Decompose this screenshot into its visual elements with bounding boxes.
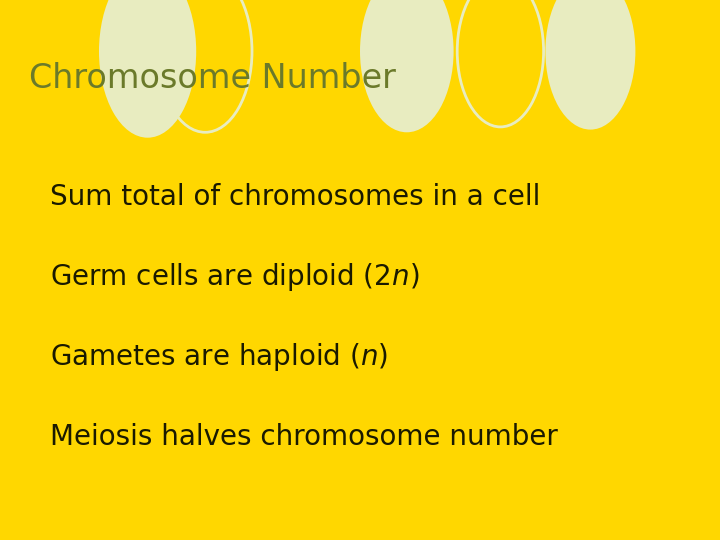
Text: Meiosis halves chromosome number: Meiosis halves chromosome number bbox=[50, 423, 558, 451]
Text: Germ cells are diploid (2$\it{n}$): Germ cells are diploid (2$\it{n}$) bbox=[50, 261, 420, 293]
Text: Gametes are haploid ($\it{n}$): Gametes are haploid ($\it{n}$) bbox=[50, 341, 388, 373]
Text: Chromosome Number: Chromosome Number bbox=[29, 62, 396, 95]
Ellipse shape bbox=[360, 0, 454, 132]
Ellipse shape bbox=[546, 0, 635, 130]
Ellipse shape bbox=[99, 0, 196, 138]
Text: Sum total of chromosomes in a cell: Sum total of chromosomes in a cell bbox=[50, 183, 541, 211]
